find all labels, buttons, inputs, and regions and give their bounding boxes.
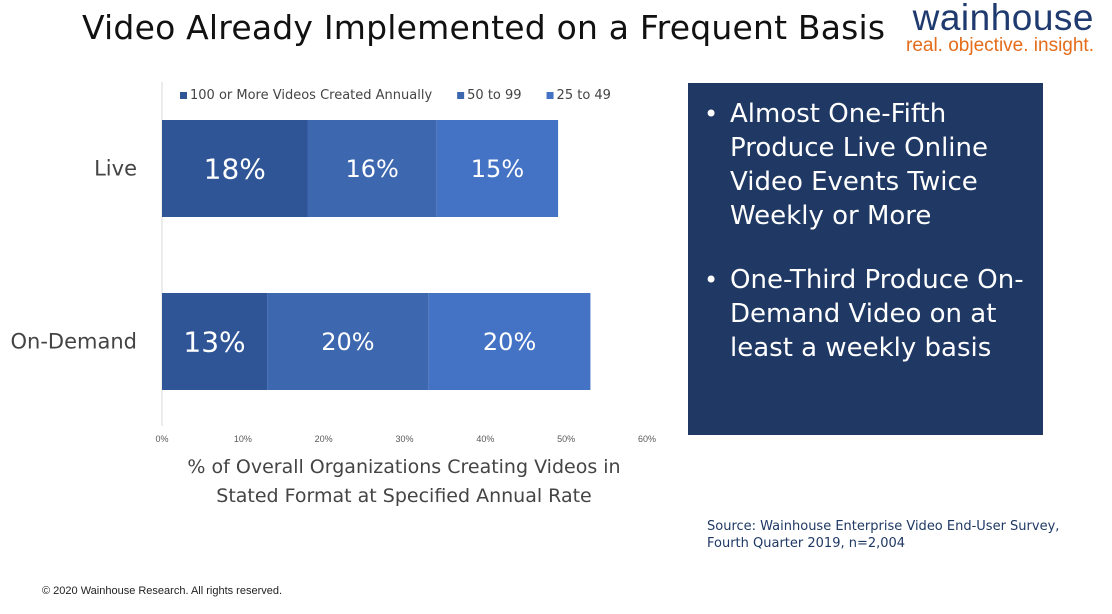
source-note: Source: Wainhouse Enterprise Video End-U…: [707, 518, 1067, 552]
stacked-bar-chart: 100 or More Videos Created Annually 50 to…: [11, 82, 656, 444]
bar-segment: [436, 120, 559, 217]
bar-data-label: 18%: [204, 153, 266, 186]
x-tick-label: 10%: [234, 434, 252, 444]
legend-label: 50 to 99: [467, 88, 521, 103]
x-tick-label: 30%: [395, 434, 413, 444]
bar-segment: [162, 293, 268, 390]
bar-data-label: 13%: [183, 326, 245, 359]
company-logo: wainhouse real. objective. insight.: [906, 0, 1094, 55]
finding-text: One-Third Produce On-Demand Video on at …: [730, 265, 1024, 363]
legend-label: 100 or More Videos Created Annually: [190, 88, 432, 103]
x-axis-caption-line-1: % of Overall Organizations Creating Vide…: [187, 456, 621, 478]
finding-bullet: • One-Third Produce On-Demand Video on at…: [698, 263, 1033, 365]
bar-data-label: 20%: [483, 328, 536, 356]
source-line-1: Source: Wainhouse Enterprise Video End-U…: [707, 519, 1060, 534]
legend-swatch: [546, 92, 554, 99]
source-line-2: Fourth Quarter 2019, n=2,004: [707, 536, 906, 551]
x-axis-caption: % of Overall Organizations Creating Vide…: [160, 453, 648, 511]
x-tick-label: 60%: [638, 434, 656, 444]
logo-name: wainhouse: [912, 0, 1094, 38]
x-tick-label: 50%: [557, 434, 575, 444]
bar-data-label: 15%: [471, 155, 524, 183]
category-label: On-Demand: [11, 330, 137, 354]
category-label: Live: [94, 157, 137, 181]
slide-title: Video Already Implemented on a Frequent …: [82, 8, 886, 47]
x-tick-label: 0%: [155, 434, 168, 444]
legend-swatch: [457, 92, 465, 99]
finding-bullet: • Almost One-Fifth Produce Live Online Vi…: [698, 97, 1033, 233]
bullet-icon: •: [704, 100, 719, 128]
bar-segment: [162, 120, 308, 217]
bullet-icon: •: [704, 266, 719, 294]
finding-text: Almost One-Fifth Produce Live Online Vid…: [730, 99, 989, 231]
x-axis-caption-line-2: Stated Format at Specified Annual Rate: [216, 485, 592, 507]
bar-data-label: 16%: [345, 155, 398, 183]
bar-segment: [267, 293, 429, 390]
bar-data-label: 20%: [321, 328, 374, 356]
logo-tagline: real. objective. insight.: [906, 35, 1094, 56]
legend-swatch: [180, 92, 187, 99]
bar-segment: [428, 293, 591, 390]
x-tick-label: 20%: [315, 434, 333, 444]
x-tick-label: 40%: [476, 434, 494, 444]
key-findings-panel: • Almost One-Fifth Produce Live Online Vi…: [688, 83, 1043, 435]
legend-label: 25 to 49: [557, 88, 611, 103]
copyright-notice: © 2020 Wainhouse Research. All rights re…: [42, 585, 283, 597]
bar-segment: [307, 120, 437, 217]
